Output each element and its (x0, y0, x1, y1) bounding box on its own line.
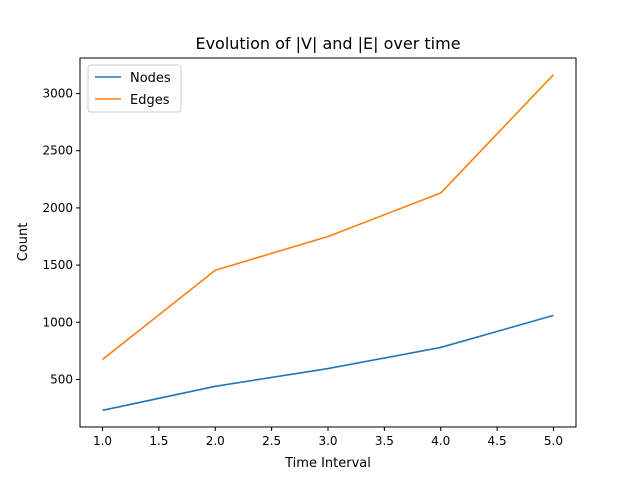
x-tick-label: 4.0 (431, 434, 450, 448)
x-tick-label: 4.5 (488, 434, 507, 448)
y-tick-label: 2500 (42, 144, 73, 158)
y-tick-label: 1000 (42, 315, 73, 329)
y-tick-label: 2000 (42, 201, 73, 215)
x-tick-label: 2.5 (262, 434, 281, 448)
x-tick-label: 5.0 (544, 434, 563, 448)
y-tick-label: 3000 (42, 87, 73, 101)
x-axis-label: Time Interval (284, 456, 371, 471)
y-tick-label: 500 (50, 372, 73, 386)
x-tick-label: 3.0 (318, 434, 337, 448)
plot-area: 1.0 1.5 2.0 2.5 3.0 3.5 4.0 4.5 5.0 500 1000 1500 20… (42, 57, 577, 448)
y-axis-label: Count (16, 223, 31, 262)
chart-title: Evolution of |V| and |E| over time (195, 34, 460, 53)
axes-frame (79, 57, 577, 428)
x-tick-label: 2.0 (206, 434, 225, 448)
x-tick-label: 3.5 (375, 434, 394, 448)
legend-label-nodes: Nodes (130, 71, 171, 86)
x-tick-label: 1.0 (93, 434, 112, 448)
y-tick-label: 1500 (42, 258, 73, 272)
x-tick-label: 1.5 (149, 434, 168, 448)
legend-label-edges: Edges (130, 93, 170, 108)
series-line-nodes (102, 314, 554, 412)
series-line-edges (102, 74, 555, 361)
